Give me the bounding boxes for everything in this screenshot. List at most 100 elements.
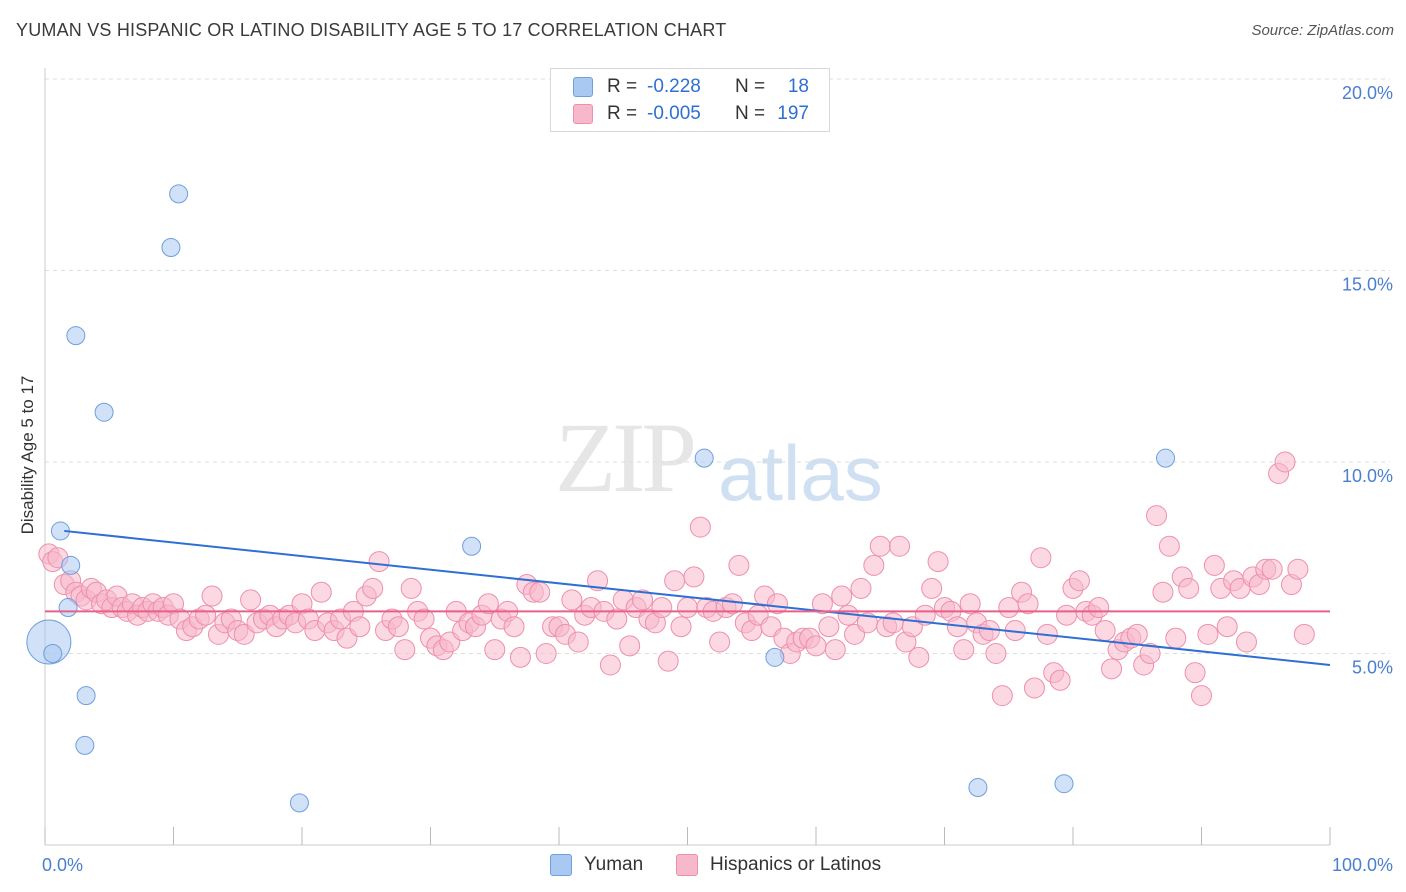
yuman-point — [75, 735, 95, 755]
chart-title: YUMAN VS HISPANIC OR LATINO DISABILITY A… — [16, 20, 727, 40]
yuman-point — [968, 778, 988, 798]
legend-row-hispanic: R = -0.005 N = 197 — [573, 101, 809, 127]
hispanic-point — [1049, 669, 1071, 691]
yuman-point — [66, 326, 86, 346]
hispanic-point — [362, 577, 384, 599]
hispanic-point — [953, 639, 975, 661]
yuman-point — [462, 536, 482, 556]
yuman-point — [76, 686, 96, 706]
hispanic-point — [1017, 593, 1039, 615]
hispanic-point — [689, 516, 711, 538]
legend-box: R = -0.228 N = 18 R = -0.005 N = 197 — [550, 68, 830, 132]
hispanic-point — [1139, 643, 1161, 664]
yuman-point — [58, 598, 78, 618]
hispanic-point — [1094, 620, 1116, 642]
yuman-point — [1156, 448, 1176, 468]
hispanic-point — [921, 577, 943, 599]
hispanic-point — [1056, 604, 1078, 626]
hispanic-point — [959, 593, 981, 615]
hispanic-point — [985, 643, 1007, 664]
yuman-point — [1054, 774, 1074, 794]
hispanic-point — [1068, 570, 1090, 592]
hispanic-point — [728, 554, 750, 576]
hispanic-point — [1261, 558, 1283, 580]
hispanic-point — [670, 616, 692, 638]
hispanic-point — [1274, 451, 1296, 473]
hispanic-point — [927, 551, 949, 573]
hispanic-point — [651, 597, 673, 619]
hispanic-point — [195, 604, 217, 626]
hispanic-point — [619, 635, 641, 657]
yuman-trend-line — [64, 529, 1331, 666]
hispanic-point — [509, 646, 531, 668]
bottom-legend-swatch-hispanic — [676, 854, 698, 876]
hispanic-point — [1197, 623, 1219, 645]
hispanic-point — [606, 608, 628, 630]
hispanic-point — [1216, 616, 1238, 638]
hispanic-point — [201, 585, 223, 607]
bottom-legend-label-hispanic: Hispanics or Latinos — [710, 854, 882, 875]
legend-r-value: -0.005 — [647, 103, 701, 124]
hispanic-point — [632, 589, 654, 611]
hispanic-point — [1287, 558, 1309, 580]
y-axis-label: Disability Age 5 to 17 — [18, 376, 37, 535]
hispanic-point — [561, 589, 583, 611]
hispanic-point — [503, 616, 525, 638]
hispanic-point — [677, 597, 698, 619]
watermark-atlas: atlas — [718, 429, 883, 517]
yuman-point — [289, 793, 309, 813]
hispanic-point — [477, 593, 499, 615]
hispanic-point — [1126, 623, 1148, 645]
legend-n-value: 18 — [787, 76, 809, 97]
hispanic-point — [914, 604, 936, 626]
hispanic-point — [535, 643, 557, 664]
y-tick-label: 5.0% — [1352, 658, 1393, 678]
hispanic-point — [850, 577, 872, 599]
bottom-legend-hispanic: Hispanics or Latinos — [676, 852, 881, 878]
hispanic-point — [709, 631, 731, 653]
hispanic-point — [1158, 535, 1180, 557]
hispanic-point — [587, 570, 609, 592]
hispanic-point — [387, 616, 409, 638]
hispanic-point — [811, 593, 833, 615]
hispanic-point — [1203, 554, 1225, 576]
yuman-point — [765, 647, 785, 667]
hispanic-point — [240, 589, 262, 611]
yuman-point — [169, 184, 189, 204]
hispanic-point — [908, 646, 930, 668]
legend-swatch-yuman — [573, 77, 593, 97]
legend-r-label: R = — [607, 103, 638, 124]
hispanic-point — [1191, 685, 1212, 707]
hispanic-point — [1152, 581, 1174, 603]
legend-row-yuman: R = -0.228 N = 18 — [573, 74, 809, 100]
hispanic-point — [1235, 631, 1257, 653]
x-tick-label-min: 0.0% — [42, 855, 83, 875]
hispanic-point — [1088, 597, 1110, 619]
legend-n-value: 197 — [777, 103, 809, 124]
legend-swatch-hispanic — [573, 104, 593, 124]
legend-r-label: R = — [607, 76, 638, 97]
hispanic-point — [818, 616, 840, 638]
hispanic-point — [869, 535, 891, 557]
hispanic-point — [1184, 662, 1206, 684]
hispanic-point — [1178, 577, 1200, 599]
hispanic-point — [657, 650, 679, 672]
hispanic-point — [882, 612, 904, 634]
hispanic-point — [1293, 623, 1315, 645]
x-tick-label-max: 100.0% — [1332, 855, 1393, 875]
bottom-legend-label-yuman: Yuman — [584, 854, 644, 875]
legend-r-value: -0.228 — [647, 76, 701, 97]
yuman-point — [694, 448, 714, 468]
hispanic-point — [413, 608, 435, 630]
hispanic-point — [368, 551, 390, 573]
legend-n-label: N = — [735, 76, 766, 97]
hispanic-point — [766, 593, 788, 615]
hispanic-point — [1165, 627, 1187, 649]
hispanic-point — [889, 535, 911, 557]
bottom-legend-yuman: Yuman — [550, 852, 643, 878]
hispanic-point — [394, 639, 416, 661]
hispanic-point — [863, 554, 885, 576]
yuman-point — [94, 402, 114, 422]
bottom-legend-swatch-yuman — [550, 854, 572, 876]
